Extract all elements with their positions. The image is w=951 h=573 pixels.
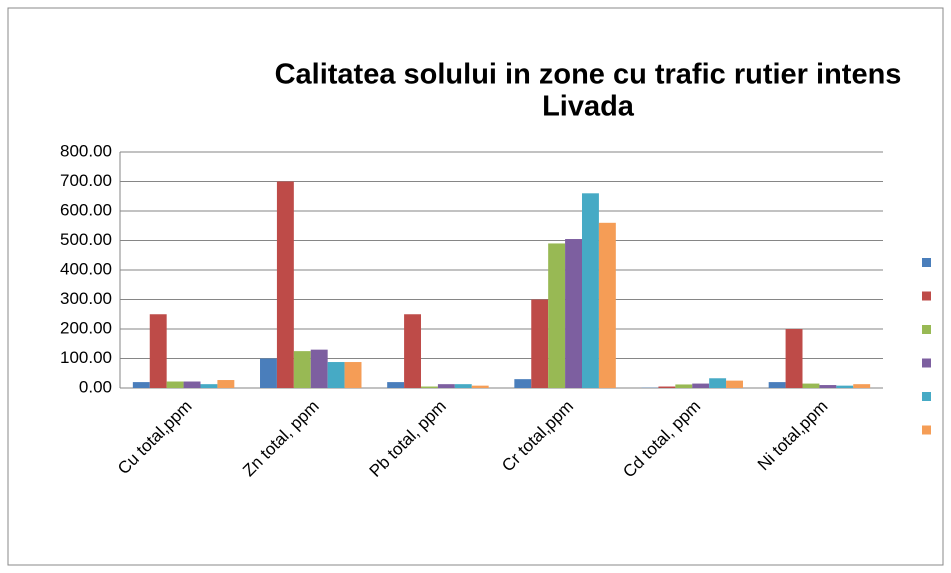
bar	[132, 382, 150, 388]
y-tick-label: 700.00	[60, 171, 112, 190]
bar	[454, 384, 472, 388]
bar	[565, 239, 582, 388]
y-tick-label: 800.00	[60, 141, 112, 160]
bar	[471, 385, 489, 388]
bar	[344, 362, 362, 388]
bar	[437, 384, 455, 388]
bar	[709, 378, 727, 388]
bar	[149, 314, 167, 388]
bar	[802, 383, 820, 388]
bar	[404, 314, 422, 388]
bar	[658, 386, 676, 388]
legend-swatch	[922, 325, 931, 334]
bar	[327, 362, 345, 388]
bar	[675, 384, 693, 388]
bar	[200, 384, 218, 388]
bar	[692, 383, 710, 388]
legend-swatch	[922, 425, 931, 435]
bar	[531, 299, 549, 388]
bar	[387, 382, 405, 388]
y-tick-label: 500.00	[60, 230, 112, 249]
bar	[217, 380, 235, 388]
bar	[726, 380, 743, 388]
chart-title: Calitatea solului in zone cu trafic ruti…	[275, 59, 902, 91]
bar	[785, 329, 803, 388]
legend-swatch	[922, 392, 931, 401]
y-tick-label: 400.00	[60, 259, 112, 278]
bar	[183, 381, 201, 388]
bar	[421, 386, 438, 388]
bar	[514, 379, 532, 388]
legend-swatch	[922, 291, 931, 301]
y-tick-label: 0.00	[79, 377, 112, 396]
bar	[836, 385, 854, 388]
bar	[853, 384, 871, 388]
bar	[768, 382, 786, 388]
legend-swatch	[922, 258, 931, 267]
bar	[819, 385, 837, 388]
y-tick-label: 200.00	[60, 318, 112, 337]
bar	[276, 181, 294, 388]
bar	[581, 193, 599, 388]
y-tick-label: 300.00	[60, 289, 112, 308]
bar	[293, 351, 311, 388]
y-tick-label: 600.00	[60, 200, 112, 219]
bar	[260, 358, 277, 388]
chart-title: Livada	[542, 91, 635, 123]
bar	[548, 243, 566, 388]
bar	[310, 349, 328, 388]
bar	[166, 381, 184, 388]
chart-border	[7, 7, 944, 566]
y-tick-label: 100.00	[60, 348, 112, 367]
bar	[598, 222, 616, 388]
legend-swatch	[922, 358, 931, 368]
